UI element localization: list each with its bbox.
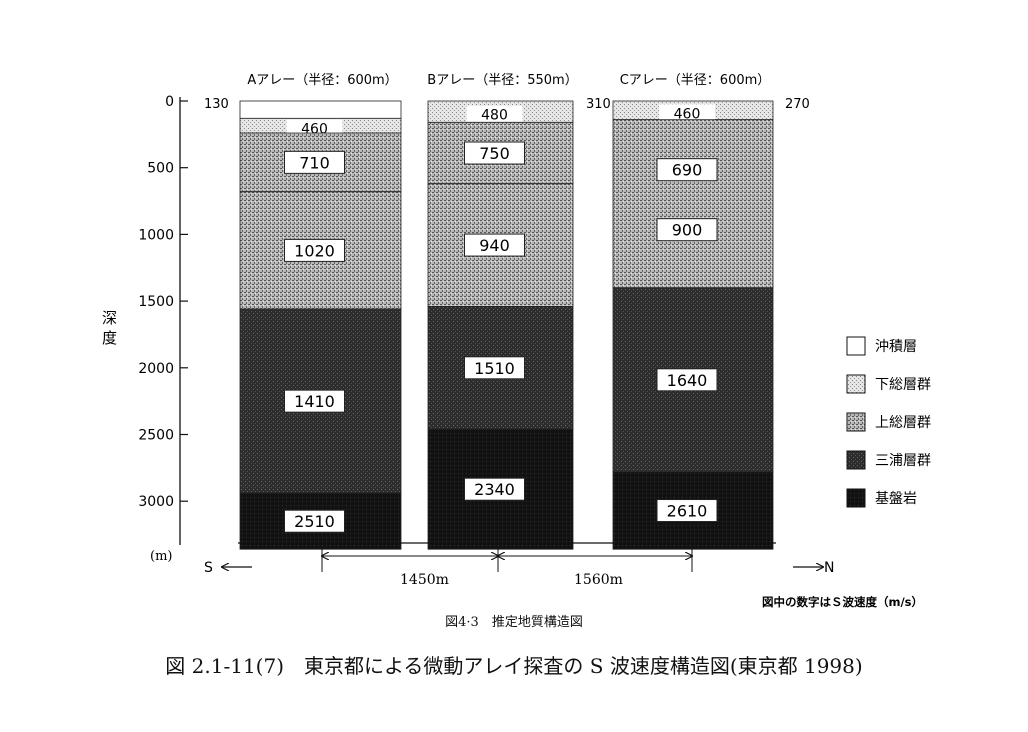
side-depth-label: 270 xyxy=(785,97,810,112)
depth-tick-label: 500 xyxy=(147,161,174,177)
distance-bc: 1560m xyxy=(574,572,623,588)
layer-block xyxy=(239,100,402,119)
velocity-value: 1410 xyxy=(294,392,335,411)
depth-axis: 0 500 1000 1500 2000 2500 3000 (m) 深 度 xyxy=(102,94,188,564)
depth-label-2: 度 xyxy=(102,329,117,347)
section-baseline: S N xyxy=(204,542,834,576)
velocity-label-box xyxy=(656,158,718,182)
legend-swatch xyxy=(846,412,866,432)
velocity-value: 2340 xyxy=(474,480,515,499)
velocity-label-box xyxy=(656,499,718,523)
velocity-value: 1640 xyxy=(667,371,708,390)
velocity-value: 940 xyxy=(479,236,510,255)
velocity-note: 図中の数字はＳ波速度（m/s） xyxy=(762,595,923,609)
layer-block xyxy=(612,119,774,289)
side-depth-label: 130 xyxy=(204,97,229,112)
legend-label: 下総層群 xyxy=(875,377,931,393)
velocity-label-box xyxy=(284,509,345,533)
velocity-label-box xyxy=(286,119,343,136)
distance-dimensions: 1450m 1560m xyxy=(322,548,692,588)
velocity-value: 690 xyxy=(672,161,703,180)
velocity-value: 750 xyxy=(479,144,510,163)
figure-caption: 図4·3 推定地質構造図 xyxy=(445,615,583,630)
legend-swatch xyxy=(846,336,866,356)
velocity-label-box xyxy=(656,368,718,392)
depth-tick-label: 0 xyxy=(165,94,174,110)
velocity-label-box xyxy=(284,238,345,262)
velocity-label-box xyxy=(464,141,525,165)
array-column: Cアレー（半径：600m） 460 690 900 1640 2610 xyxy=(612,73,774,550)
legend-label: 三浦層群 xyxy=(875,453,931,469)
velocity-label-box xyxy=(284,150,345,174)
depth-unit: (m) xyxy=(150,549,172,564)
velocity-value: 1510 xyxy=(474,359,515,378)
velocity-value: 900 xyxy=(672,221,703,240)
legend-label: 沖積層 xyxy=(875,339,917,355)
velocity-value: 710 xyxy=(299,153,330,172)
depth-tick-label: 3000 xyxy=(138,494,174,510)
velocity-value: 460 xyxy=(674,106,701,122)
south-label: S xyxy=(204,560,213,576)
array-column: Bアレー（半径：550m） 480 750 940 1510 2340 xyxy=(427,73,578,550)
velocity-label-box xyxy=(656,218,718,242)
depth-tick-label: 1500 xyxy=(138,294,174,310)
velocity-label-box xyxy=(464,356,525,380)
velocity-value: 2510 xyxy=(294,512,335,531)
array-header: Aアレー（半径：600m） xyxy=(247,73,397,88)
velocity-label-box xyxy=(464,477,525,501)
velocity-label-box xyxy=(284,389,345,413)
depth-tick-label: 1000 xyxy=(138,227,174,243)
array-header: Cアレー（半径：600m） xyxy=(620,73,771,88)
depth-tick-label: 2000 xyxy=(138,361,174,377)
north-label: N xyxy=(824,560,834,576)
velocity-value: 1020 xyxy=(294,241,335,260)
velocity-value: 2610 xyxy=(667,502,708,521)
legend-swatch xyxy=(846,450,866,470)
velocity-label-box xyxy=(659,104,715,121)
legend-swatch xyxy=(846,374,866,394)
depth-label-1: 深 xyxy=(102,309,117,327)
velocity-label-box xyxy=(464,233,525,257)
depth-tick-label: 2500 xyxy=(138,428,174,444)
main-caption: 図 2.1-11(7) 東京都による微動アレイ探査の S 波速度構造図(東京都 … xyxy=(165,654,863,678)
array-header: Bアレー（半径：550m） xyxy=(427,73,577,88)
velocity-value: 480 xyxy=(481,108,508,124)
legend-label: 上総層群 xyxy=(875,415,931,431)
legend-label: 基盤岩 xyxy=(875,490,917,507)
side-depth-label: 310 xyxy=(586,97,611,112)
distance-ab: 1450m xyxy=(400,572,449,588)
geologic-section-diagram: 0 500 1000 1500 2000 2500 3000 (m) 深 度 Aアレー（半径… xyxy=(102,73,931,609)
legend-swatch xyxy=(846,488,866,508)
velocity-label-box xyxy=(466,105,523,122)
